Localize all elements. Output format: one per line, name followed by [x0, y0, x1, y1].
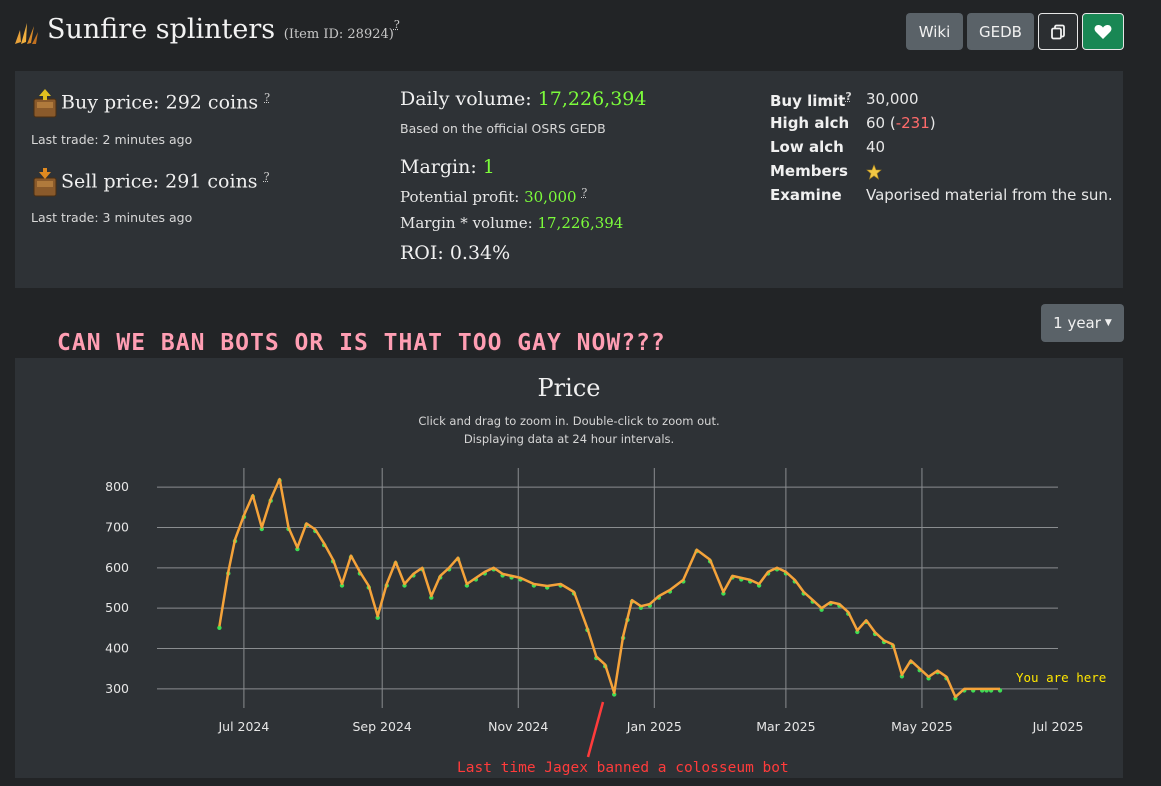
sell-price: Sell price: 291 coins ? — [61, 170, 270, 193]
buy-limit-label: Buy limit? — [770, 90, 852, 110]
time-range-dropdown[interactable]: 1 year ▼ — [1041, 304, 1124, 342]
chart-title: Price — [537, 374, 601, 402]
y-tick-label: 400 — [105, 641, 129, 656]
x-tick-label: Jul 2024 — [217, 719, 269, 734]
y-tick-label: 700 — [105, 519, 129, 534]
time-range-label: 1 year — [1053, 314, 1101, 332]
low-alch-value: 40 — [866, 138, 886, 156]
item-name: Sunfire splinters — [47, 14, 276, 45]
potential-profit: Potential profit: 30,000 ? — [400, 186, 588, 206]
y-tick-label: 500 — [105, 600, 129, 615]
wiki-button[interactable]: Wiki — [906, 13, 963, 50]
heart-icon — [1094, 24, 1112, 39]
profit-help-link[interactable]: ? — [581, 186, 588, 199]
margin-volume: Margin * volume: 17,226,394 — [400, 214, 624, 232]
high-alch-value: 60 (-231) — [866, 114, 936, 132]
copy-icon — [1051, 24, 1065, 39]
y-tick-label: 800 — [105, 479, 129, 494]
buy-price: Buy price: 292 coins ? — [61, 91, 271, 114]
buy-offer-icon — [33, 89, 57, 118]
x-tick-label: Mar 2025 — [756, 719, 815, 734]
x-tick-label: Jan 2025 — [626, 719, 682, 734]
copy-button[interactable] — [1038, 13, 1078, 50]
banner-text: CAN WE BAN BOTS OR IS THAT TOO GAY NOW??… — [57, 330, 666, 356]
sell-last-trade: Last trade: 3 minutes ago — [31, 210, 193, 225]
y-tick-label: 300 — [105, 681, 129, 696]
margin: Margin: 1 — [400, 156, 495, 178]
chart-subtitle: Click and drag to zoom in. Double-click … — [418, 414, 720, 428]
volume-note: Based on the official OSRS GEDB — [400, 121, 606, 136]
daily-volume: Daily volume: 17,226,394 — [400, 88, 647, 110]
buy-last-trade: Last trade: 2 minutes ago — [31, 132, 193, 147]
low-alch-label: Low alch — [770, 138, 844, 156]
price-point — [217, 625, 222, 630]
x-tick-label: Nov 2024 — [488, 719, 548, 734]
price-chart-card: Price Click and drag to zoom in. Double-… — [15, 358, 1123, 778]
chart-interval-note: Displaying data at 24 hour intervals. — [463, 432, 675, 446]
sell-help-link[interactable]: ? — [263, 170, 270, 183]
help-link[interactable]: ? — [393, 18, 400, 31]
gedb-button[interactable]: GEDB — [967, 13, 1034, 50]
high-alch-label: High alch — [770, 114, 850, 132]
price-chart[interactable]: Jul 2024 Sep 2024 Nov 2024 Jan 2025 Mar 2025… — [15, 358, 1123, 778]
examine-value: Vaporised material from the sun. — [866, 186, 1113, 204]
caret-down-icon: ▼ — [1104, 318, 1112, 328]
y-tick-label: 600 — [105, 560, 129, 575]
x-tick-label: May 2025 — [891, 719, 953, 734]
x-tick-label: Jul 2025 — [1032, 719, 1084, 734]
price-series-line — [218, 477, 1000, 699]
favorite-button[interactable] — [1082, 13, 1124, 50]
buy-limit-help-link[interactable]: ? — [845, 90, 852, 103]
you-are-here-annotation: You are here — [1016, 670, 1107, 685]
buy-limit-value: 30,000 — [866, 90, 919, 108]
page-title: Sunfire splinters (Item ID: 28924)? — [47, 14, 400, 45]
sunfire-splinters-icon — [15, 23, 38, 44]
roi: ROI: 0.34% — [400, 242, 511, 264]
last-ban-annotation: Last time Jagex banned a colosseum bot — [457, 760, 789, 776]
buy-help-link[interactable]: ? — [264, 91, 271, 104]
x-tick-label: Sep 2024 — [353, 719, 412, 734]
item-id: (Item ID: 28924) — [283, 27, 394, 42]
item-info-card: Buy price: 292 coins ? Last trade: 2 min… — [15, 71, 1123, 288]
members-star-icon — [866, 164, 882, 180]
examine-label: Examine — [770, 186, 842, 204]
members-label: Members — [770, 162, 848, 180]
sell-offer-icon — [33, 168, 57, 197]
